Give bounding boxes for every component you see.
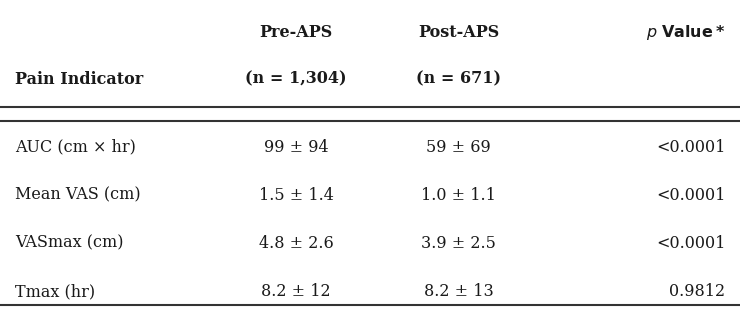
- Text: 1.0 ± 1.1: 1.0 ± 1.1: [421, 187, 497, 204]
- Text: (n = 671): (n = 671): [417, 71, 501, 87]
- Text: Tmax (hr): Tmax (hr): [15, 283, 95, 300]
- Text: VASmax (cm): VASmax (cm): [15, 235, 124, 252]
- Text: 8.2 ± 13: 8.2 ± 13: [424, 283, 494, 300]
- Text: 99 ± 94: 99 ± 94: [263, 139, 329, 156]
- Text: $\bf{\mathit{p}}$ $\bf{Value*}$: $\bf{\mathit{p}}$ $\bf{Value*}$: [646, 23, 725, 42]
- Text: 59 ± 69: 59 ± 69: [426, 139, 491, 156]
- Text: 4.8 ± 2.6: 4.8 ± 2.6: [258, 235, 334, 252]
- Text: Post-APS: Post-APS: [418, 24, 500, 41]
- Text: <0.0001: <0.0001: [656, 187, 725, 204]
- Text: <0.0001: <0.0001: [656, 235, 725, 252]
- Text: 0.9812: 0.9812: [669, 283, 725, 300]
- Text: Pain Indicator: Pain Indicator: [15, 71, 143, 87]
- Text: Pre-APS: Pre-APS: [260, 24, 332, 41]
- Text: <0.0001: <0.0001: [656, 139, 725, 156]
- Text: AUC (cm × hr): AUC (cm × hr): [15, 139, 135, 156]
- Text: 3.9 ± 2.5: 3.9 ± 2.5: [421, 235, 497, 252]
- Text: 1.5 ± 1.4: 1.5 ± 1.4: [258, 187, 334, 204]
- Text: Mean VAS (cm): Mean VAS (cm): [15, 187, 141, 204]
- Text: 8.2 ± 12: 8.2 ± 12: [261, 283, 331, 300]
- Text: (n = 1,304): (n = 1,304): [245, 71, 347, 87]
